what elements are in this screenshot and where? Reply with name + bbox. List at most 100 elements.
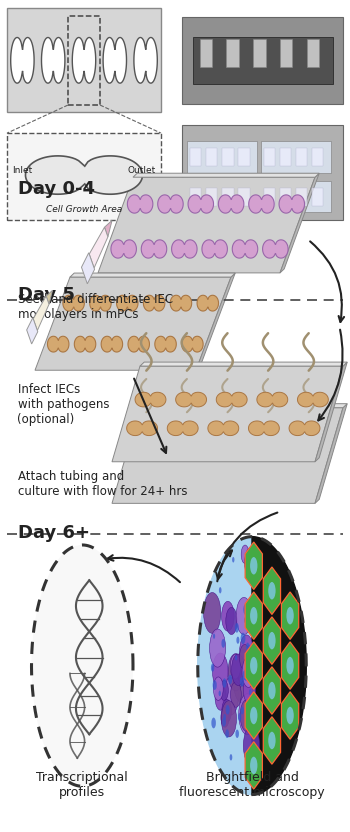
FancyBboxPatch shape <box>296 187 307 206</box>
FancyBboxPatch shape <box>222 187 233 206</box>
Polygon shape <box>280 173 319 273</box>
FancyBboxPatch shape <box>206 187 217 206</box>
Polygon shape <box>42 37 65 83</box>
Circle shape <box>222 639 225 648</box>
Polygon shape <box>315 362 347 462</box>
Text: Attach tubing and
culture with flow for 24+ hrs: Attach tubing and culture with flow for … <box>18 470 187 498</box>
Circle shape <box>234 662 251 703</box>
Circle shape <box>246 709 250 716</box>
Circle shape <box>225 730 229 738</box>
Text: Cell Growth Area: Cell Growth Area <box>46 205 122 214</box>
Circle shape <box>249 689 251 696</box>
Circle shape <box>246 663 257 688</box>
Circle shape <box>245 676 247 681</box>
FancyBboxPatch shape <box>190 187 201 206</box>
Circle shape <box>223 677 238 715</box>
Polygon shape <box>245 542 262 589</box>
Circle shape <box>239 645 250 670</box>
Text: Day 6+: Day 6+ <box>18 524 90 542</box>
Polygon shape <box>248 421 279 436</box>
Circle shape <box>213 634 215 639</box>
FancyBboxPatch shape <box>296 148 307 166</box>
Polygon shape <box>315 404 347 503</box>
Circle shape <box>286 607 294 624</box>
Circle shape <box>268 682 275 699</box>
FancyBboxPatch shape <box>253 39 266 67</box>
Circle shape <box>268 732 275 749</box>
Polygon shape <box>90 295 111 311</box>
Polygon shape <box>141 240 167 258</box>
FancyBboxPatch shape <box>193 37 332 84</box>
Polygon shape <box>82 253 95 284</box>
Polygon shape <box>127 195 153 213</box>
Polygon shape <box>263 617 281 664</box>
Circle shape <box>247 711 251 719</box>
Polygon shape <box>112 408 343 503</box>
Circle shape <box>215 684 226 711</box>
Circle shape <box>221 708 229 727</box>
Circle shape <box>226 705 230 715</box>
Circle shape <box>240 650 249 671</box>
Polygon shape <box>89 227 108 268</box>
Circle shape <box>237 649 252 686</box>
Circle shape <box>236 730 239 738</box>
Circle shape <box>241 545 249 563</box>
Polygon shape <box>135 392 166 407</box>
Circle shape <box>235 655 237 661</box>
Polygon shape <box>279 195 304 213</box>
Polygon shape <box>281 692 299 739</box>
Text: Seed and differentiate IEC
monolayers in mPCs: Seed and differentiate IEC monolayers in… <box>18 293 173 321</box>
Polygon shape <box>198 537 252 795</box>
FancyBboxPatch shape <box>307 39 319 67</box>
Polygon shape <box>263 667 281 714</box>
Polygon shape <box>281 642 299 689</box>
Circle shape <box>222 602 234 631</box>
FancyBboxPatch shape <box>226 39 239 67</box>
Circle shape <box>250 667 252 673</box>
Polygon shape <box>105 220 112 237</box>
FancyBboxPatch shape <box>264 148 275 166</box>
Polygon shape <box>101 336 122 352</box>
Polygon shape <box>232 240 258 258</box>
Polygon shape <box>218 195 244 213</box>
Circle shape <box>230 654 241 679</box>
Polygon shape <box>176 392 206 407</box>
Circle shape <box>212 653 228 690</box>
Polygon shape <box>117 295 138 311</box>
Circle shape <box>239 694 256 735</box>
Circle shape <box>286 706 294 724</box>
Circle shape <box>235 623 239 632</box>
Polygon shape <box>208 421 239 436</box>
Polygon shape <box>188 195 214 213</box>
Circle shape <box>246 642 249 651</box>
Circle shape <box>228 675 232 684</box>
FancyBboxPatch shape <box>238 187 250 206</box>
Text: Inlet: Inlet <box>12 166 33 176</box>
Text: Transcriptional
profiles: Transcriptional profiles <box>36 770 128 799</box>
Circle shape <box>236 636 239 644</box>
Circle shape <box>218 691 221 696</box>
Polygon shape <box>216 392 247 407</box>
Circle shape <box>242 657 255 687</box>
FancyBboxPatch shape <box>238 148 250 166</box>
Text: Brightfield and
fluorescent microscopy: Brightfield and fluorescent microscopy <box>179 770 325 799</box>
FancyBboxPatch shape <box>187 141 257 172</box>
FancyBboxPatch shape <box>280 39 293 67</box>
Circle shape <box>249 677 251 684</box>
Polygon shape <box>281 592 299 639</box>
Polygon shape <box>167 421 198 436</box>
FancyBboxPatch shape <box>7 8 161 112</box>
Polygon shape <box>158 195 183 213</box>
Polygon shape <box>74 336 96 352</box>
Polygon shape <box>245 642 262 689</box>
Circle shape <box>211 717 216 728</box>
Circle shape <box>243 671 246 680</box>
Circle shape <box>198 537 306 795</box>
Polygon shape <box>197 295 218 311</box>
Circle shape <box>240 632 245 644</box>
Polygon shape <box>245 592 262 639</box>
Circle shape <box>250 657 258 674</box>
Polygon shape <box>172 240 197 258</box>
Circle shape <box>219 587 222 593</box>
Polygon shape <box>133 173 319 177</box>
